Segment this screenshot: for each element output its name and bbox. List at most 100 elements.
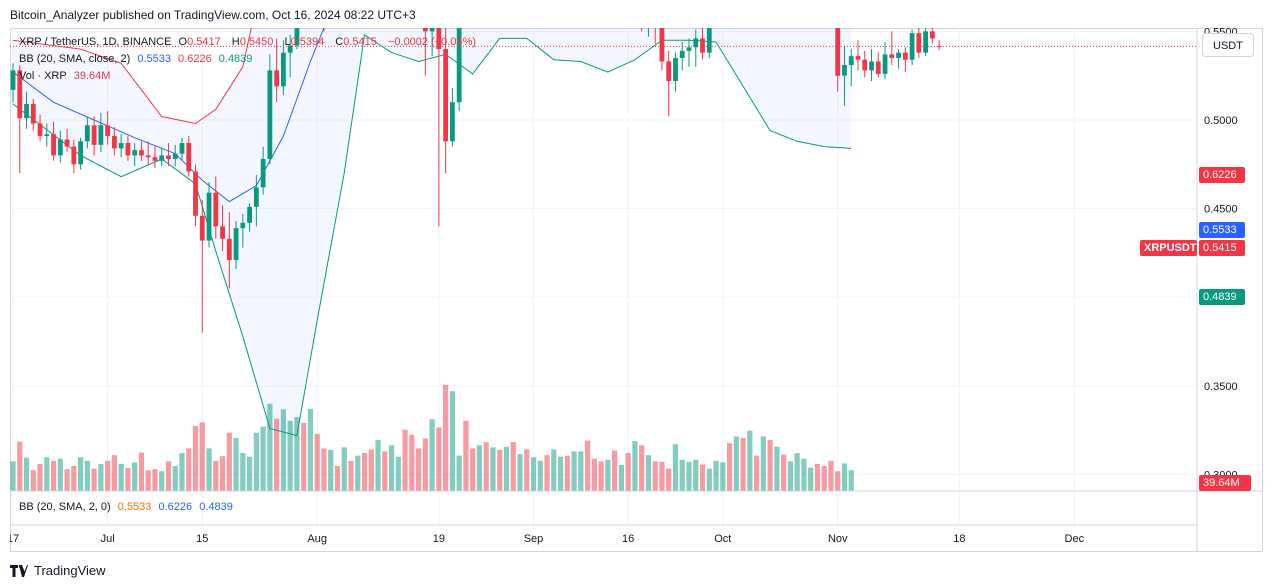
- volume-bar: [192, 426, 199, 491]
- price-chart[interactable]: 0.75000.70000.65000.60000.55000.50000.45…: [10, 28, 1263, 552]
- volume-bar: [409, 434, 415, 491]
- volume-bar: [801, 458, 807, 491]
- bb-pane-basis-value: 0.5533: [117, 501, 152, 513]
- volume-bar: [679, 459, 685, 491]
- volume-legend[interactable]: Vol · XRP 39.64M: [19, 70, 114, 82]
- volume-bar: [754, 455, 760, 491]
- volume-bar: [260, 426, 266, 491]
- volume-bar: [612, 450, 618, 491]
- volume-bar: [388, 445, 395, 491]
- bb-pane-lower-value: 0.4839: [199, 501, 233, 513]
- candle-body: [294, 28, 300, 46]
- candle-body: [659, 28, 665, 62]
- volume-label: Vol · XRP: [19, 70, 67, 82]
- high-label: H: [231, 36, 240, 48]
- candle-body: [199, 215, 205, 241]
- candle-body: [281, 52, 286, 87]
- volume-bar: [294, 417, 300, 491]
- volume-bar: [544, 455, 550, 491]
- candle-body: [896, 52, 901, 58]
- candle-body: [923, 31, 928, 53]
- candle-body: [78, 141, 83, 165]
- candle-body: [862, 59, 868, 71]
- candle-body: [125, 143, 131, 156]
- close-value: 0.5415: [343, 36, 377, 48]
- bb-label: BB (20, SMA, close, 2): [19, 53, 131, 65]
- candle-body: [118, 143, 124, 149]
- volume-value: 39.64M: [73, 70, 111, 82]
- candle-body: [274, 70, 280, 87]
- volume-bar: [456, 455, 462, 491]
- candle-body: [253, 187, 259, 207]
- time-tick-label: Aug: [307, 533, 327, 545]
- volume-bar: [105, 460, 111, 491]
- candle-body: [936, 46, 942, 48]
- volume-bar: [37, 463, 43, 491]
- volume-bar: [402, 429, 408, 491]
- volume-bar: [618, 465, 624, 491]
- volume-bar: [517, 454, 523, 491]
- symbol-title[interactable]: XRP / TetherUS, 1D, BINANCE: [19, 36, 172, 48]
- volume-bar: [375, 440, 381, 491]
- candle-body: [186, 143, 192, 172]
- volume-bar: [172, 466, 178, 491]
- volume-bar: [226, 432, 232, 491]
- bb-basis-value: 0.5533: [137, 53, 171, 65]
- candle-body: [10, 70, 16, 90]
- footer-brand[interactable]: TradingView: [10, 563, 106, 578]
- price-tick-label: 0.4500: [1204, 204, 1238, 216]
- volume-bar: [659, 461, 665, 491]
- candle-body: [909, 33, 915, 60]
- volume-bar: [760, 436, 766, 491]
- volume-bar: [321, 448, 327, 491]
- bollinger-upper-line: [12, 28, 252, 125]
- candle-body: [51, 134, 56, 156]
- candle-body: [686, 47, 692, 51]
- volume-bar: [794, 453, 800, 491]
- candle-body: [902, 52, 908, 60]
- time-tick-label: 17: [10, 533, 19, 545]
- candle-body: [132, 150, 138, 156]
- volume-bar: [348, 460, 354, 491]
- volume-bar: [747, 430, 753, 491]
- volume-bar: [821, 466, 827, 491]
- volume-bar: [233, 437, 239, 491]
- volume-bar: [726, 443, 733, 491]
- bb-pane-legend[interactable]: BB (20, SMA, 2, 0) 0.5533 0.6226 0.4839: [19, 501, 237, 513]
- volume-bar: [848, 470, 854, 491]
- candle-body: [436, 28, 442, 50]
- candle-body: [64, 139, 70, 147]
- candle-body: [179, 143, 185, 154]
- bb-pane-upper-value: 0.6226: [158, 501, 193, 513]
- candle-body: [220, 226, 225, 239]
- time-axis[interactable]: 17 Jul 15 Aug 19 Sep 16 Oct Nov 18 Dec: [10, 533, 1085, 545]
- volume-bar: [145, 470, 151, 491]
- volume-bar: [186, 448, 192, 491]
- candle-body: [869, 61, 874, 71]
- time-tick-label: 16: [622, 533, 634, 545]
- volume-bar: [524, 449, 530, 491]
- candle-body: [105, 125, 111, 136]
- volume-bar: [713, 460, 719, 491]
- candle-body: [17, 70, 23, 119]
- volume-bar: [307, 408, 314, 491]
- volume-bar: [84, 460, 90, 491]
- volume-bar: [591, 458, 597, 491]
- bb-legend[interactable]: BB (20, SMA, close, 2) 0.5533 0.6226 0.4…: [19, 53, 256, 65]
- volume-bar: [179, 453, 185, 491]
- tradingview-brand: TradingView: [34, 563, 106, 578]
- volume-bar: [64, 469, 70, 491]
- candle-body: [673, 57, 678, 81]
- volume-bar: [44, 457, 50, 491]
- candle-body: [159, 155, 165, 161]
- volume-bar: [132, 462, 138, 491]
- candle-body: [71, 146, 77, 165]
- volume-bar: [497, 449, 503, 491]
- volume-bar: [774, 446, 780, 491]
- currency-selector[interactable]: USDT: [1202, 33, 1254, 57]
- volume-bar: [334, 466, 341, 491]
- time-tick-label: 18: [953, 533, 965, 545]
- volume-bar: [314, 433, 320, 491]
- volume-bar: [165, 461, 172, 491]
- candle-body: [37, 123, 43, 136]
